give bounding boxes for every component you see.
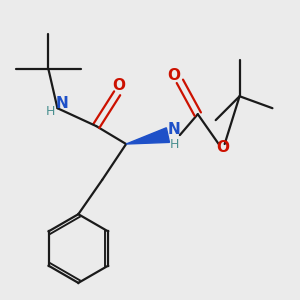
Text: O: O	[112, 78, 125, 93]
Text: O: O	[167, 68, 180, 83]
Text: N: N	[168, 122, 181, 136]
Text: O: O	[217, 140, 230, 154]
Text: H: H	[45, 105, 55, 118]
Text: H: H	[170, 137, 179, 151]
Text: N: N	[56, 96, 68, 111]
Polygon shape	[126, 128, 170, 144]
